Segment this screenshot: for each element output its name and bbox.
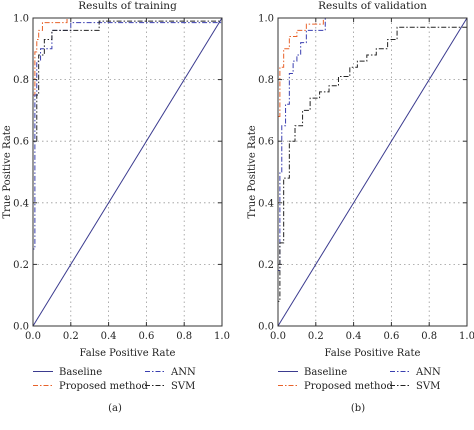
x-tick-label: 1.0 bbox=[214, 331, 230, 342]
y-tick-label: 0.8 bbox=[258, 75, 274, 86]
series-line-svm bbox=[277, 26, 467, 326]
chart-panel-2: 0.00.0 0.2 0.2 0.4 0.4 0.6 0.6 0.8 0.8 1.0 1.0 Resu… bbox=[247, 0, 474, 414]
series-line-baseline bbox=[32, 17, 223, 327]
x-tick-label: 0.0 bbox=[25, 331, 41, 342]
chart-panel-1: 0.00.0 0.2 0.2 0.4 0.4 0.6 0.6 0.8 0.8 1.0 1.0 Resu… bbox=[2, 0, 230, 414]
legend-label: ANN bbox=[170, 367, 196, 378]
x-axis-label: False Positive Rate bbox=[80, 348, 176, 359]
y-tick-label: 1.0 bbox=[258, 14, 274, 25]
y-tick-label: 0.0 bbox=[13, 322, 29, 333]
x-tick-label: 0.2 bbox=[308, 331, 324, 342]
y-tick-label: 0.6 bbox=[258, 137, 274, 148]
y-tick-label: 0.6 bbox=[13, 137, 29, 148]
series-line-proposed-method bbox=[277, 17, 467, 326]
chart-title: Results of validation bbox=[318, 0, 427, 12]
y-tick-label: 0.4 bbox=[13, 198, 29, 209]
x-tick-label: 0.0 bbox=[270, 331, 286, 342]
series-line-ann bbox=[277, 17, 467, 326]
x-tick-label: 1.0 bbox=[459, 331, 474, 342]
panel-label: (a) bbox=[108, 403, 122, 414]
legend-label: Baseline bbox=[304, 367, 347, 378]
legend-label: SVM bbox=[416, 381, 440, 392]
y-axis-label: True Positive Rate bbox=[2, 125, 13, 218]
chart-title: Results of training bbox=[78, 0, 177, 12]
x-tick-label: 0.4 bbox=[346, 331, 362, 342]
x-tick-label: 0.6 bbox=[138, 331, 154, 342]
x-tick-label: 0.2 bbox=[63, 331, 79, 342]
y-tick-label: 0.4 bbox=[258, 198, 274, 209]
y-tick-label: 0.8 bbox=[13, 75, 29, 86]
legend-label: Proposed method bbox=[304, 381, 393, 392]
legend-label: Proposed method bbox=[59, 381, 148, 392]
y-axis-label: True Positive Rate bbox=[247, 125, 258, 218]
x-tick-label: 0.6 bbox=[383, 331, 399, 342]
y-tick-label: 0.2 bbox=[13, 260, 29, 271]
x-axis-label: False Positive Rate bbox=[325, 348, 421, 359]
plot-frame bbox=[32, 17, 223, 327]
legend-label: Baseline bbox=[59, 367, 102, 378]
series-line-svm bbox=[32, 20, 222, 326]
x-tick-label: 0.8 bbox=[421, 331, 437, 342]
series-line-baseline bbox=[277, 17, 468, 327]
legend-label: SVM bbox=[171, 381, 195, 392]
y-tick-label: 1.0 bbox=[13, 14, 29, 25]
panel-label: (b) bbox=[351, 403, 365, 414]
x-tick-label: 0.4 bbox=[101, 331, 117, 342]
y-tick-label: 0.2 bbox=[258, 260, 274, 271]
y-tick-label: 0.0 bbox=[258, 322, 274, 333]
plot-frame bbox=[277, 17, 468, 327]
x-tick-label: 0.8 bbox=[176, 331, 192, 342]
legend-label: ANN bbox=[415, 367, 441, 378]
